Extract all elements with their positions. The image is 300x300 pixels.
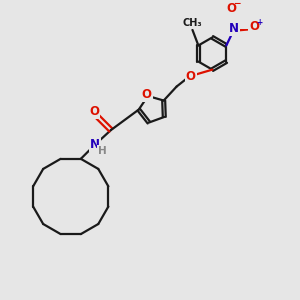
Text: N: N (230, 22, 239, 35)
Text: +: + (256, 18, 262, 27)
Text: O: O (186, 70, 196, 83)
Text: O: O (249, 20, 259, 33)
Text: O: O (89, 105, 99, 118)
Text: −: − (233, 0, 241, 8)
Text: O: O (142, 88, 152, 101)
Text: H: H (98, 146, 107, 156)
Text: O: O (226, 2, 236, 15)
Text: N: N (90, 138, 100, 152)
Text: CH₃: CH₃ (182, 18, 202, 28)
